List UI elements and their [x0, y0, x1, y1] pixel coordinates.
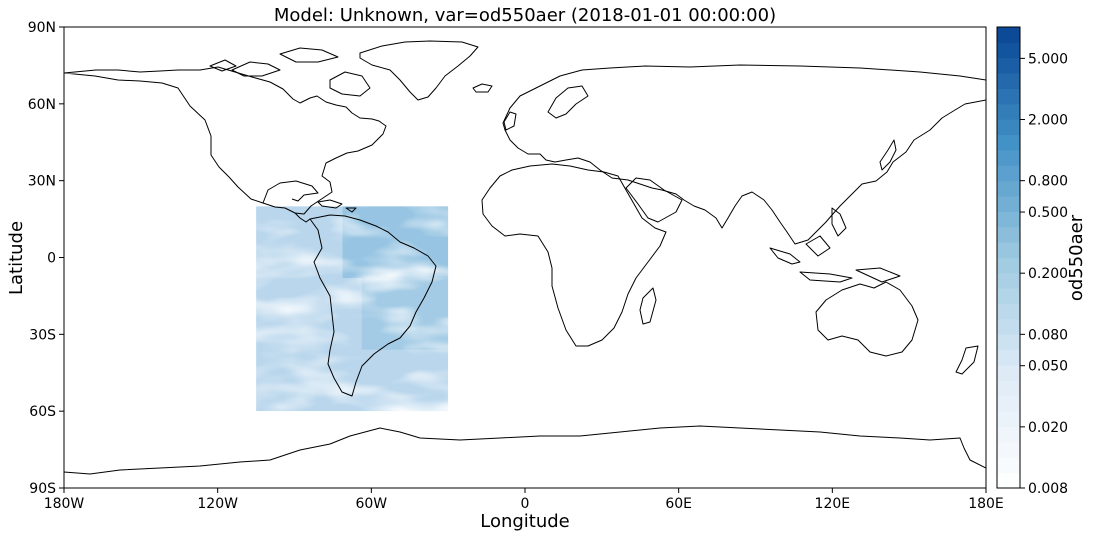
- y-tick-label: 60N: [28, 97, 56, 113]
- colorbar-bin: [997, 103, 1020, 120]
- coast-iceland: [472, 83, 493, 93]
- y-tick-label: 90S: [29, 481, 56, 497]
- colorbar-bin: [997, 288, 1020, 305]
- colorbar-tick-label: 0.500: [1028, 205, 1068, 221]
- x-axis-ticks: 180W 120W 60W 0 60E 120E 180E: [44, 488, 1004, 512]
- colorbar-tick-label: 2.000: [1028, 113, 1068, 129]
- coast-new-zealand: [955, 345, 979, 375]
- colorbar-bin: [997, 411, 1020, 428]
- y-axis-ticks: 90N 60N 30N 0 30S 60S 90S: [28, 20, 64, 497]
- colorbar-bin: [997, 196, 1020, 212]
- colorbar-tick-label: 0.008: [1028, 481, 1068, 497]
- x-tick-label: 60W: [355, 496, 387, 512]
- colorbar-bin: [997, 349, 1020, 366]
- colorbar-bin: [997, 42, 1020, 59]
- colorbar-bin: [997, 457, 1020, 474]
- x-tick-label: 120E: [815, 496, 851, 512]
- colorbar-label: od550aer: [1066, 214, 1087, 301]
- colorbar-bin: [997, 180, 1020, 197]
- coast-indonesia: [769, 235, 901, 283]
- colorbar-bin: [997, 57, 1020, 74]
- colorbar-bin: [997, 334, 1020, 351]
- colorbar-tick-label: 5.000: [1028, 51, 1068, 67]
- colorbar-bin: [997, 472, 1020, 489]
- y-tick-label: 0: [47, 251, 56, 267]
- coast-arabia: [625, 177, 683, 223]
- colorbar-bin: [997, 211, 1020, 228]
- chart-title: Model: Unknown, var=od550aer (2018-01-01…: [274, 5, 776, 26]
- coast-baffin: [329, 71, 371, 97]
- colorbar-bin: [997, 318, 1020, 335]
- aerosol-heatmap-region: [256, 206, 449, 412]
- coast-madagascar: [639, 287, 657, 325]
- colorbar-bin: [997, 165, 1020, 182]
- colorbar-bin: [997, 257, 1020, 274]
- coastlines: [64, 40, 986, 488]
- colorbar-bin: [997, 88, 1020, 105]
- y-tick-label: 30N: [28, 174, 56, 190]
- colorbar-bin: [997, 134, 1020, 151]
- x-tick-label: 120W: [197, 496, 238, 512]
- heatmap-cloud-texture: [256, 206, 449, 412]
- coast-uk: [503, 111, 517, 131]
- colorbar-tick-label: 0.020: [1028, 420, 1068, 436]
- coast-japan: [879, 139, 897, 171]
- colorbar-bin: [997, 426, 1020, 443]
- colorbar-bin: [997, 441, 1020, 458]
- map-background: [64, 27, 986, 488]
- coast-scandinavia: [547, 85, 589, 119]
- colorbar-bin: [997, 149, 1020, 166]
- colorbar-bin: [997, 27, 1020, 43]
- y-tick-label: 30S: [29, 327, 56, 343]
- coast-arctic-islands: [209, 47, 339, 77]
- y-tick-label: 90N: [28, 20, 56, 36]
- x-tick-label: 180W: [44, 496, 85, 512]
- x-tick-label: 60E: [665, 496, 692, 512]
- coast-gulf-mexico: [262, 180, 319, 204]
- colorbar-bin: [997, 272, 1020, 289]
- colorbar-bin: [997, 395, 1020, 412]
- colorbar-tick-label: 0.050: [1028, 359, 1068, 375]
- colorbar-tick-label: 0.080: [1028, 327, 1068, 343]
- map-axes: [63, 26, 987, 489]
- y-axis-label: Latitude: [6, 221, 27, 295]
- colorbar-bin: [997, 303, 1020, 320]
- coast-greenland: [359, 40, 479, 101]
- coast-eurasia: [502, 64, 986, 245]
- coast-philippines: [831, 207, 847, 237]
- coast-africa: [481, 163, 667, 347]
- coast-central-america: [294, 212, 311, 223]
- colorbar-tick-label: 0.200: [1028, 266, 1068, 282]
- colorbar-bin: [997, 380, 1020, 397]
- x-tick-label: 180E: [968, 496, 1004, 512]
- x-axis-label: Longitude: [480, 511, 570, 532]
- coast-antarctica: [64, 425, 986, 488]
- x-tick-label: 0: [521, 496, 530, 512]
- coast-caribbean: [317, 199, 357, 213]
- y-tick-label: 60S: [29, 404, 56, 420]
- colorbar-bin: [997, 242, 1020, 258]
- colorbar: 0.008 0.020 0.050 0.080 0.200 0.500 0.800 2.000…: [996, 26, 1068, 497]
- colorbar-bin: [997, 226, 1020, 243]
- colorbar-bin: [997, 119, 1020, 136]
- colorbar-frame: [996, 26, 1021, 489]
- coast-australia: [815, 281, 919, 357]
- colorbar-bin: [997, 365, 1020, 381]
- coast-south-america: [309, 214, 437, 397]
- colorbar-bin: [997, 73, 1020, 89]
- colorbar-tick-label: 0.800: [1028, 174, 1068, 190]
